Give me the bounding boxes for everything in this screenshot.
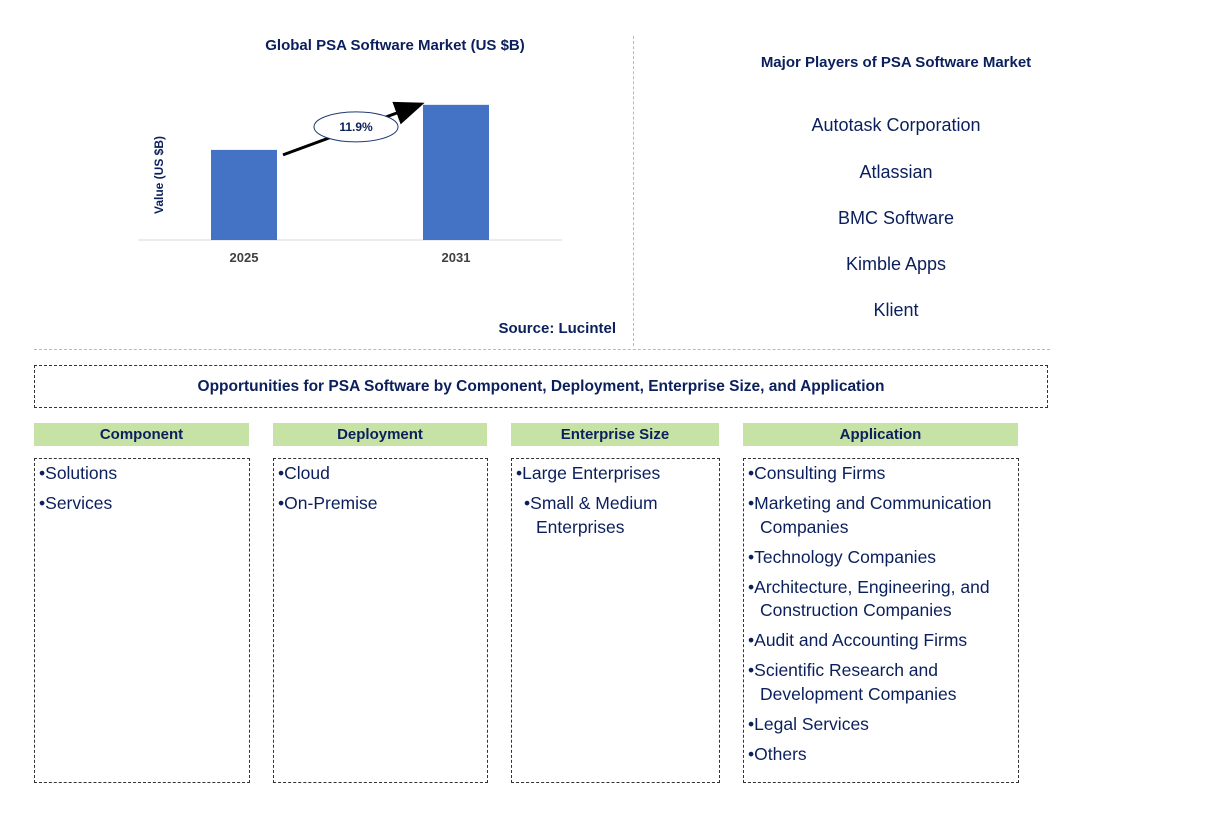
component-list: Solutions Services: [34, 458, 250, 783]
player-item: Autotask Corporation: [811, 115, 981, 135]
player-item: Kimble Apps: [845, 254, 947, 274]
list-item: Solutions: [39, 462, 245, 486]
bar-2031: [423, 104, 489, 240]
x-tick-label: 2031: [442, 250, 471, 265]
list-item: Technology Companies: [748, 546, 1014, 570]
list-item: Consulting Firms: [748, 462, 1014, 486]
source-note: Source: Lucintel: [498, 320, 616, 337]
list-item: Small & Medium Enterprises: [516, 492, 715, 539]
list-item: Others: [748, 743, 1014, 767]
application-list: Consulting Firms Marketing and Communica…: [743, 458, 1019, 783]
chart-title: Global PSA Software Market (US $B): [265, 37, 525, 54]
list-item: Legal Services: [748, 713, 1014, 737]
opportunities-title: Opportunities for PSA Software by Compon…: [34, 365, 1048, 408]
deployment-heading: Deployment: [273, 423, 487, 446]
enterprise-size-heading: Enterprise Size: [511, 423, 719, 446]
list-item: Services: [39, 492, 245, 516]
list-item: Large Enterprises: [516, 462, 715, 486]
list-item: Scientific Research and Development Comp…: [748, 659, 1014, 706]
component-heading: Component: [34, 423, 249, 446]
x-tick-label: 2025: [230, 250, 259, 265]
bar-2025: [211, 149, 277, 240]
deployment-list: Cloud On-Premise: [273, 458, 488, 783]
players-title: Major Players of PSA Software Market: [760, 54, 1032, 71]
player-item: Klient: [873, 300, 919, 320]
list-item: On-Premise: [278, 492, 483, 516]
enterprise-size-list: Large Enterprises Small & Medium Enterpr…: [511, 458, 720, 783]
list-item: Architecture, Engineering, and Construct…: [748, 576, 1014, 623]
cagr-bubble: [313, 111, 399, 143]
horizontal-divider: [34, 349, 1050, 350]
player-item: BMC Software: [837, 208, 955, 228]
bar-chart: 2025 2031 11.9%: [138, 101, 562, 265]
application-heading: Application: [743, 423, 1018, 446]
list-item: Audit and Accounting Firms: [748, 629, 1014, 653]
vertical-divider: [633, 36, 634, 346]
player-item: Atlassian: [859, 162, 933, 182]
cagr-label: 11.9%: [339, 120, 373, 134]
list-item: Cloud: [278, 462, 483, 486]
list-item: Marketing and Communication Companies: [748, 492, 1014, 539]
